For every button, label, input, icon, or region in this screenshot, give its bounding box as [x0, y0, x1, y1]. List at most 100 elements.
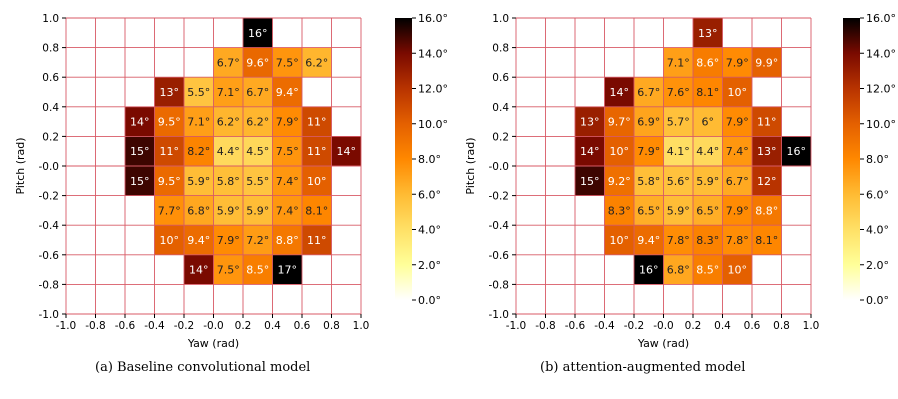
heatmap-cell — [272, 166, 302, 196]
heatmap-cell — [693, 106, 723, 137]
x-tick-label: -0.0 — [203, 320, 224, 332]
heatmap-cell — [693, 47, 723, 78]
heatmap-cell — [634, 225, 664, 255]
heatmap-cell — [663, 225, 693, 255]
x-tick-label: -0.4 — [594, 320, 615, 332]
cell-value-label: 12° — [757, 175, 777, 188]
cell-value-label: 14° — [189, 264, 209, 277]
colorbar-tick-label: 10.0° — [418, 118, 448, 131]
cell-value-label: 4.1° — [667, 145, 690, 158]
cell-value-label: 6.9° — [637, 116, 660, 129]
cell-value-label: 16° — [787, 145, 807, 158]
x-tick-label: 0.2 — [685, 320, 702, 332]
heatmap-cell — [154, 136, 184, 166]
heatmap-cell — [213, 225, 243, 255]
cell-value-label: 13° — [757, 145, 777, 158]
cell-value-label: 8.3° — [696, 234, 719, 247]
cell-value-label: 9.9° — [755, 56, 778, 69]
heatmap-cell — [722, 136, 752, 166]
heatmap-cell — [243, 77, 273, 107]
cell-value-label: 14° — [610, 86, 630, 99]
cell-value-label: 5.9° — [187, 175, 210, 188]
cell-value-label: 6.8° — [667, 264, 690, 277]
heatmap-panel-2: 13° 7.1° 8.6° 7.9° 9.9° 14° 6.7° 7.6° 8.1° 10° 13°… — [464, 12, 896, 350]
cell-value-label: 16° — [248, 27, 268, 40]
colorbar — [395, 18, 412, 300]
heatmap-cell — [302, 136, 332, 166]
heatmap-cell — [634, 77, 664, 107]
cell-value-label: 9.4° — [276, 86, 299, 99]
cell-value-label: 9.4° — [187, 234, 210, 247]
y-tick-label: -0.4 — [489, 220, 510, 232]
cell-value-label: 7.1° — [217, 86, 240, 99]
x-tick-label: -1.0 — [506, 320, 527, 332]
colorbar-tick-label: 0.0° — [418, 294, 441, 307]
heatmap-cell — [693, 77, 723, 107]
cell-value-label: 6.7° — [246, 86, 269, 99]
cell-value-label: 5.9° — [667, 204, 690, 217]
heatmap-cell — [154, 106, 184, 137]
heatmap-cell — [634, 254, 664, 285]
cell-value-label: 15° — [130, 145, 150, 158]
heatmap-cell — [184, 77, 214, 107]
colorbar-tick-label: 14.0° — [418, 47, 448, 60]
cell-value-label: 8.1° — [305, 204, 328, 217]
cell-value-label: 8.2° — [187, 145, 210, 158]
heatmap-cell — [243, 136, 273, 166]
heatmap-cell — [272, 47, 302, 78]
cell-value-label: 11° — [307, 234, 327, 247]
heatmap-cell — [272, 77, 302, 107]
y-tick-label: 0.8 — [492, 43, 509, 55]
heatmap-cell — [693, 18, 723, 48]
cell-value-label: 6.5° — [637, 204, 660, 217]
heatmap-cell — [604, 195, 634, 226]
x-tick-label: -0.4 — [144, 320, 165, 332]
y-tick-label: 0.4 — [42, 102, 59, 114]
cell-value-label: 6.7° — [637, 86, 660, 99]
y-tick-label: 0.6 — [492, 72, 509, 84]
heatmap-cell — [781, 136, 811, 166]
cell-value-label: 11° — [307, 116, 327, 129]
cell-value-label: 7.9° — [726, 116, 749, 129]
heatmap-cell — [243, 225, 273, 255]
y-axis-label: Pitch (rad) — [14, 137, 27, 194]
cell-value-label: 15° — [580, 175, 600, 188]
cell-value-label: 9.5° — [158, 175, 181, 188]
heatmap-cell — [154, 77, 184, 107]
heatmap-cell — [575, 136, 605, 166]
heatmap-cell — [125, 106, 155, 137]
x-tick-label: -0.2 — [174, 320, 195, 332]
y-tick-label: 0.4 — [492, 102, 509, 114]
x-tick-label: 0.4 — [264, 320, 281, 332]
x-tick-label: -0.6 — [565, 320, 586, 332]
cell-value-label: 8.6° — [696, 56, 719, 69]
cell-value-label: 7.5° — [276, 145, 299, 158]
heatmap-cell — [752, 106, 782, 137]
heatmap-cell — [154, 225, 184, 255]
cell-value-label: 6.8° — [187, 204, 210, 217]
cell-value-label: 7.7° — [158, 204, 181, 217]
colorbar — [843, 18, 860, 300]
heatmap-cell — [184, 195, 214, 226]
colorbar-tick-label: 0.0° — [866, 294, 889, 307]
cell-value-label: 4.5° — [246, 145, 269, 158]
heatmap-cell — [604, 225, 634, 255]
y-axis-label: Pitch (rad) — [464, 137, 477, 194]
cell-value-label: 14° — [337, 145, 357, 158]
heatmap-cell — [575, 106, 605, 137]
cell-value-label: 7.6° — [667, 86, 690, 99]
cell-value-label: 8.5° — [696, 264, 719, 277]
cell-value-label: 11° — [160, 145, 180, 158]
heatmap-cell — [604, 166, 634, 196]
cell-value-label: 7.5° — [217, 264, 240, 277]
cell-value-label: 7.9° — [726, 56, 749, 69]
y-tick-label: 0.6 — [42, 72, 59, 84]
heatmap-cell — [125, 166, 155, 196]
cell-value-label: 10° — [728, 264, 748, 277]
cell-value-label: 7.2° — [246, 234, 269, 247]
heatmap-cell — [184, 166, 214, 196]
colorbar-tick-label: 6.0° — [866, 188, 889, 201]
y-tick-label: -1.0 — [489, 309, 510, 321]
cell-value-label: 7.9° — [276, 116, 299, 129]
cell-value-label: 13° — [698, 27, 718, 40]
